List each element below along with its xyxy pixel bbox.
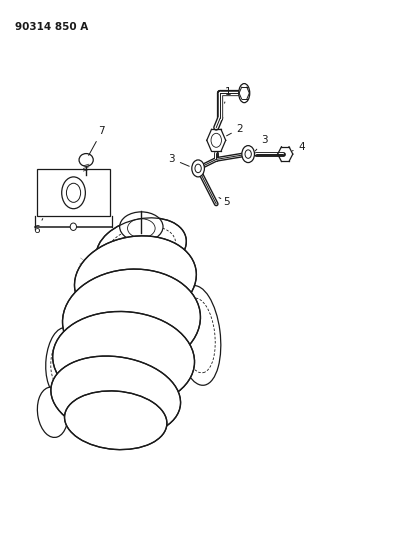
- Text: 3: 3: [168, 154, 189, 166]
- Ellipse shape: [242, 146, 254, 163]
- Ellipse shape: [62, 177, 85, 209]
- Text: 1: 1: [225, 86, 231, 103]
- Ellipse shape: [119, 212, 163, 241]
- Text: 3: 3: [255, 135, 268, 151]
- Text: 6: 6: [34, 219, 43, 236]
- Text: 2: 2: [227, 124, 243, 136]
- Text: 4: 4: [292, 142, 305, 152]
- Bar: [37, 169, 110, 216]
- Text: 90314 850 A: 90314 850 A: [15, 21, 89, 31]
- Text: 7: 7: [89, 126, 105, 156]
- Ellipse shape: [75, 236, 197, 324]
- Ellipse shape: [65, 391, 167, 450]
- Ellipse shape: [62, 269, 200, 370]
- Text: 5: 5: [219, 197, 230, 207]
- Ellipse shape: [96, 218, 186, 278]
- Ellipse shape: [51, 356, 181, 437]
- Ellipse shape: [70, 223, 77, 230]
- Ellipse shape: [53, 311, 195, 407]
- Ellipse shape: [176, 286, 221, 385]
- Ellipse shape: [239, 84, 250, 103]
- Ellipse shape: [37, 387, 68, 438]
- Ellipse shape: [46, 328, 79, 396]
- Ellipse shape: [192, 160, 204, 177]
- Ellipse shape: [79, 154, 93, 166]
